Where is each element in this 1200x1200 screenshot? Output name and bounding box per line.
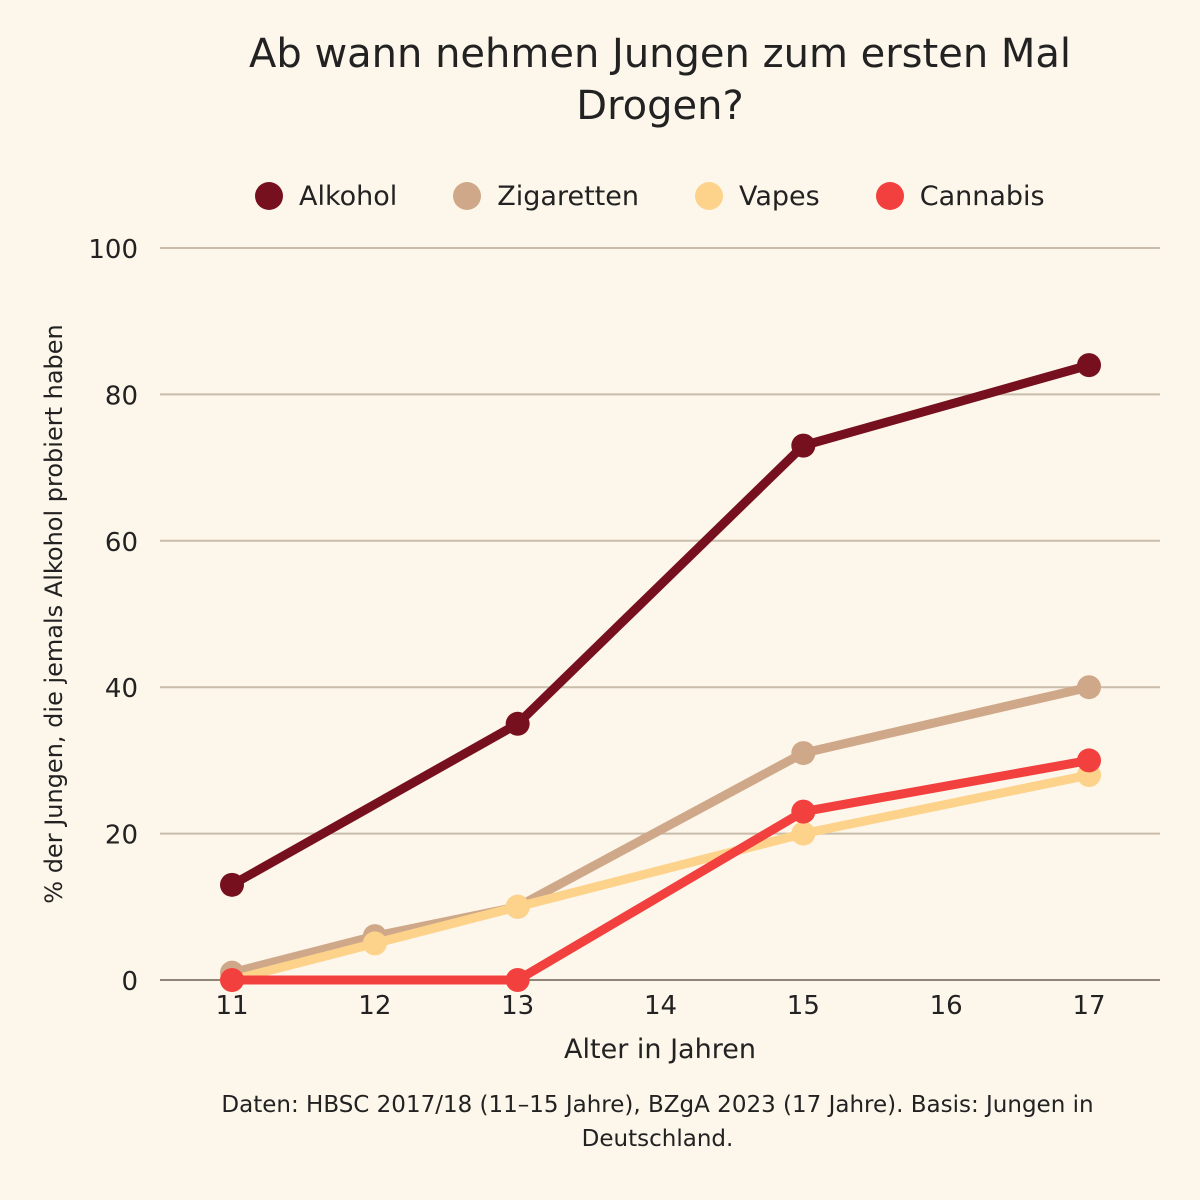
data-point: [1077, 675, 1101, 700]
data-point: [362, 931, 387, 956]
legend-label: Cannabis: [919, 180, 1045, 212]
y-axis-ticks: 0 20 40 60 80 100: [88, 235, 138, 997]
data-point: [791, 433, 816, 458]
legend-label: Vapes: [739, 180, 820, 212]
data-point: [505, 894, 530, 919]
data-point: [1077, 748, 1101, 773]
data-point: [505, 968, 530, 992]
legend-label: Alkohol: [299, 180, 398, 212]
x-tick-label: 11: [215, 991, 248, 1021]
series-line: [227, 360, 1094, 890]
legend-marker: [875, 182, 904, 210]
y-tick-label: 20: [105, 821, 138, 851]
y-tick-label: 100: [88, 235, 138, 265]
legend-marker: [453, 182, 482, 210]
data-point: [791, 799, 816, 824]
x-axis-label: Alter in Jahren: [564, 1034, 756, 1065]
data-point: [1077, 353, 1101, 378]
x-tick-label: 17: [1072, 991, 1105, 1021]
x-axis-ticks: 11 12 13 14 15 16 17: [215, 991, 1105, 1021]
data-point: [220, 968, 244, 992]
series-vapes: [220, 763, 1101, 992]
series-alkohol: [220, 353, 1101, 897]
y-tick-label: 0: [121, 967, 138, 997]
y-tick-label: 60: [105, 528, 138, 558]
chart-title: Ab wann nehmen Jungen zum ersten Mal Dro…: [248, 31, 1072, 129]
y-tick-label: 80: [105, 381, 138, 411]
x-tick-label: 13: [501, 991, 534, 1021]
data-point: [791, 741, 816, 766]
legend-item-zigaretten: Zigaretten: [453, 181, 639, 212]
series-line: [227, 682, 1094, 978]
legend-item-vapes: Vapes: [695, 181, 820, 212]
series-cannabis: [220, 748, 1101, 992]
grid-lines: [160, 247, 1160, 835]
y-axis-label: % der Jungen, die jemals Alkohol probier…: [40, 324, 68, 903]
x-tick-label: 16: [930, 991, 963, 1021]
legend-item-cannabis: Cannabis: [875, 180, 1045, 212]
legend-item-alkohol: Alkohol: [255, 181, 397, 212]
source-note: Daten: HBSC 2017/18 (11–15 Jahre), BZgA …: [221, 1092, 1094, 1152]
series-line: [227, 770, 1094, 985]
data-point: [791, 821, 816, 846]
x-tick-label: 15: [787, 991, 820, 1021]
series-zigaretten: [220, 675, 1101, 985]
legend-label: Zigaretten: [497, 180, 639, 212]
x-tick-label: 12: [358, 991, 391, 1021]
data-point: [220, 872, 244, 897]
legend-marker: [255, 182, 283, 210]
data-point: [505, 711, 530, 736]
y-tick-label: 40: [105, 674, 138, 704]
legend-marker: [695, 182, 723, 210]
data-series: [220, 353, 1101, 992]
series-line: [227, 755, 1094, 985]
chart-legend: Alkohol Zigaretten Vapes Cannabis: [255, 176, 1045, 216]
x-tick-label: 14: [644, 991, 677, 1021]
